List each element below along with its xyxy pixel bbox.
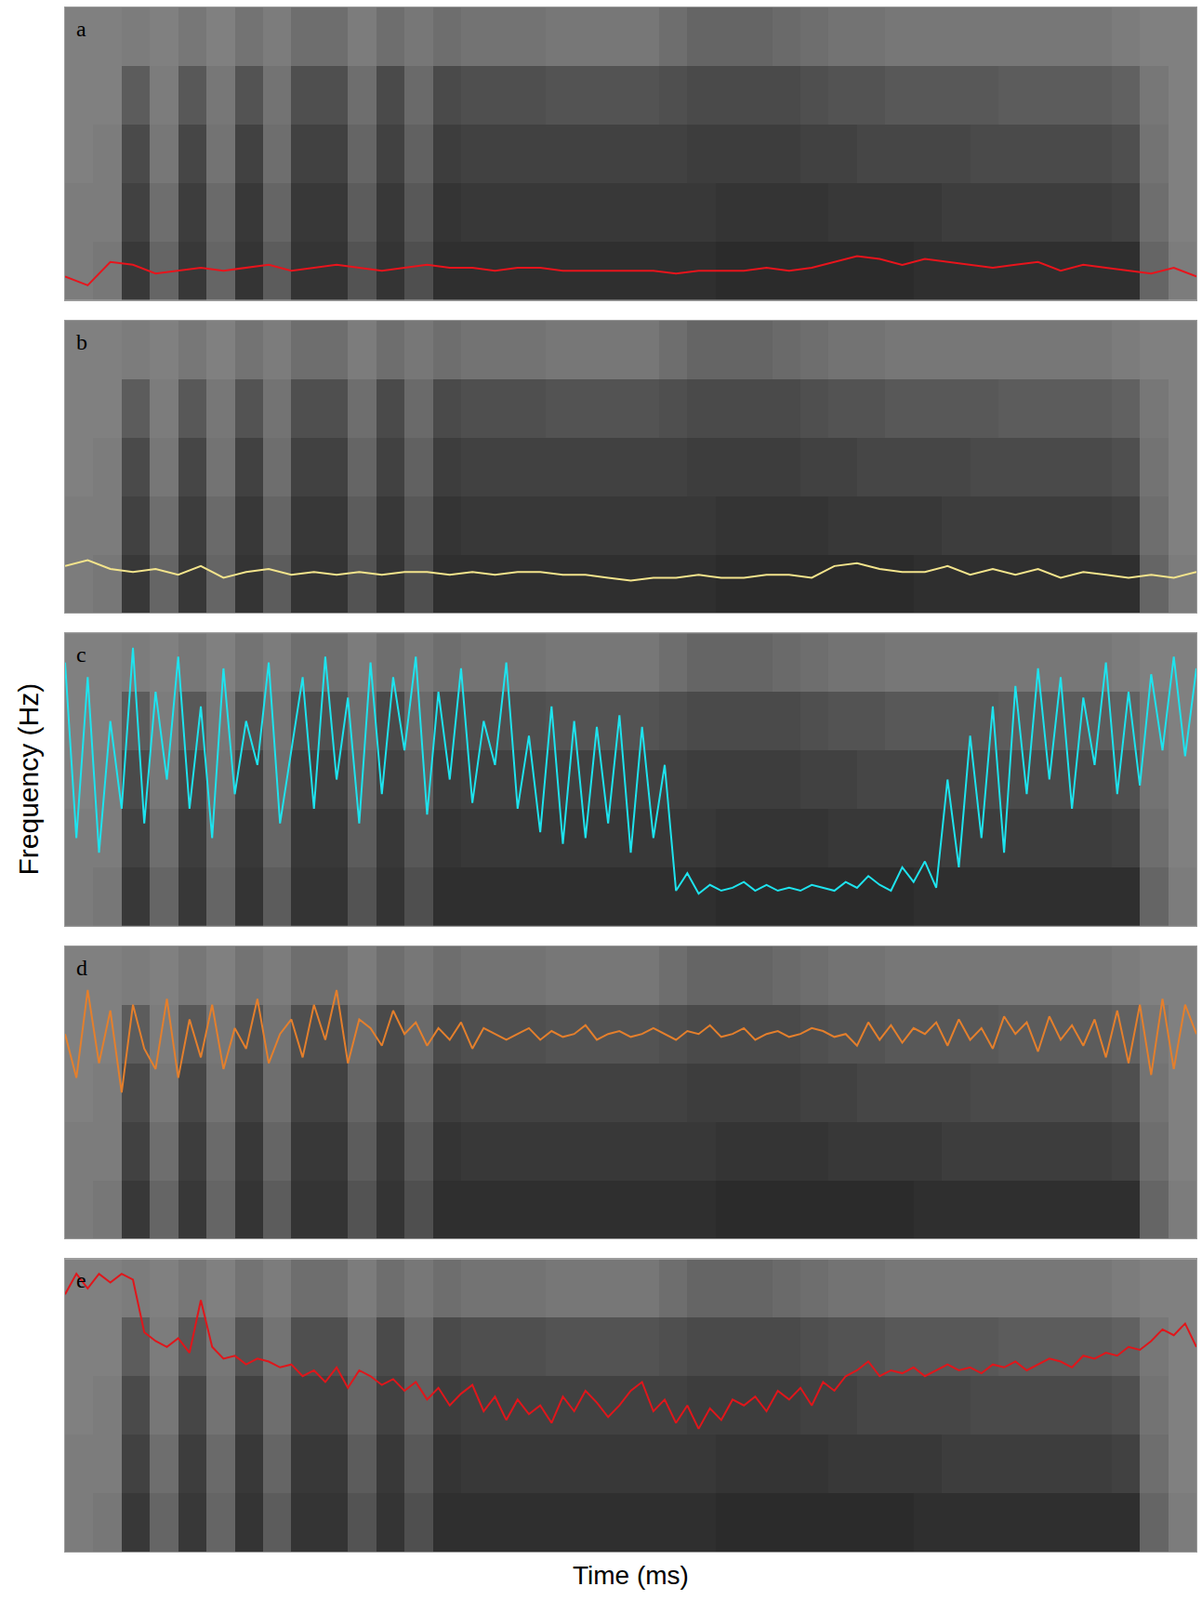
- svg-text:a: a: [76, 16, 87, 41]
- svg-text:Time (ms): Time (ms): [572, 1560, 689, 1590]
- svg-text:d: d: [76, 955, 88, 980]
- svg-text:Frequency (Hz): Frequency (Hz): [13, 683, 44, 876]
- svg-text:c: c: [76, 642, 87, 667]
- svg-text:e: e: [76, 1268, 87, 1293]
- svg-text:b: b: [76, 330, 88, 355]
